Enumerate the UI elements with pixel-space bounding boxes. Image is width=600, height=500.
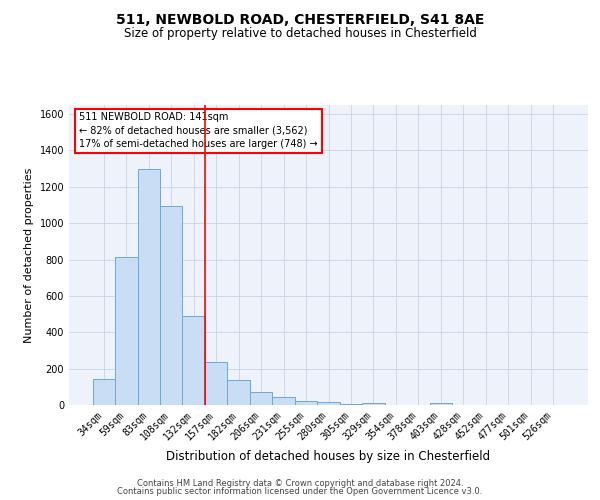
- Bar: [430, 403, 452, 405]
- Text: Contains public sector information licensed under the Open Government Licence v3: Contains public sector information licen…: [118, 487, 482, 496]
- Bar: [272, 397, 295, 405]
- Bar: [317, 402, 340, 405]
- Bar: [160, 206, 182, 405]
- Bar: [362, 403, 385, 405]
- Bar: [115, 257, 137, 405]
- Text: 511 NEWBOLD ROAD: 141sqm
← 82% of detached houses are smaller (3,562)
17% of sem: 511 NEWBOLD ROAD: 141sqm ← 82% of detach…: [79, 112, 318, 149]
- Bar: [137, 168, 160, 405]
- Bar: [182, 316, 205, 405]
- Text: 511, NEWBOLD ROAD, CHESTERFIELD, S41 8AE: 511, NEWBOLD ROAD, CHESTERFIELD, S41 8AE: [116, 12, 484, 26]
- X-axis label: Distribution of detached houses by size in Chesterfield: Distribution of detached houses by size …: [166, 450, 491, 463]
- Bar: [92, 379, 115, 405]
- Bar: [295, 401, 317, 405]
- Text: Size of property relative to detached houses in Chesterfield: Size of property relative to detached ho…: [124, 28, 476, 40]
- Bar: [227, 380, 250, 405]
- Bar: [205, 362, 227, 405]
- Y-axis label: Number of detached properties: Number of detached properties: [24, 168, 34, 342]
- Bar: [250, 392, 272, 405]
- Text: Contains HM Land Registry data © Crown copyright and database right 2024.: Contains HM Land Registry data © Crown c…: [137, 478, 463, 488]
- Bar: [340, 404, 362, 405]
